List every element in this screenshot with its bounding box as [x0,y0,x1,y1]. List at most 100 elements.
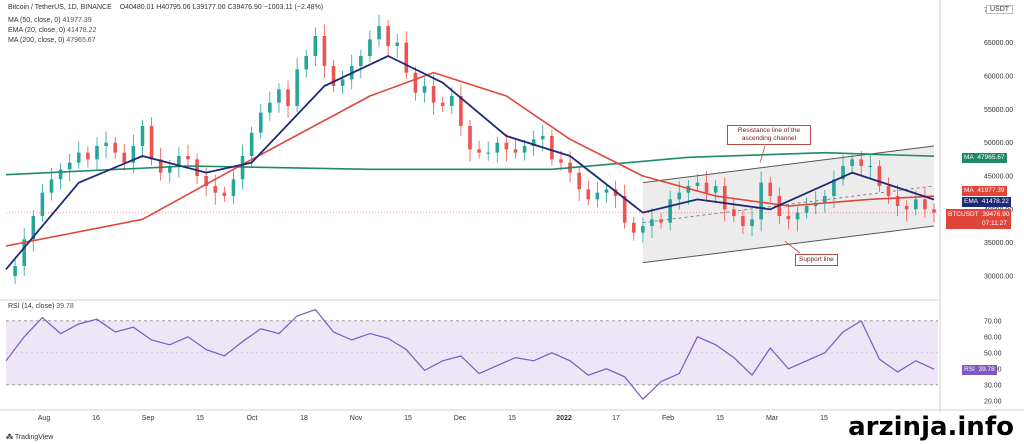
candle-body [377,26,381,40]
channel-midline [642,185,935,224]
candle-body [177,156,181,166]
candle-body [76,152,81,163]
candle-body [186,156,190,160]
indicator-legend-ma50[interactable]: MA (50, close, 0) 41977.39 [8,16,92,26]
candle-body [540,136,545,140]
indicator-legend-ma200[interactable]: MA (200, close, 0) 47965.67 [8,36,96,46]
candle-body [331,66,336,86]
candle-body [231,179,236,196]
legend-label: MA (200, close, 0) [8,37,65,44]
x-tick-label: Mar [766,415,779,422]
candle-body [741,216,745,226]
ma200-line [5,151,935,176]
candle-body [495,142,500,153]
ema20-badge: EMA 41478.22 [962,197,1011,207]
candle-body [149,126,154,160]
candle-body [932,209,936,213]
x-tick-label: Sep [142,415,155,422]
candle-body [304,56,309,70]
indicator-legend-ema20[interactable]: EMA (20, close, 0) 41478.22 [8,26,96,36]
candle-body [286,89,290,106]
candle-body [577,172,581,190]
candle-body [513,149,518,153]
candle-body [504,142,509,150]
x-tick-label: 15 [508,415,516,422]
ohlc-values: O40480.01 H40795.06 L39177.00 C39476.90 … [119,4,324,11]
y-tick-label: 45000.00 [984,174,1013,181]
legend-value: 41478.22 [67,27,97,34]
candle-body [650,219,654,226]
candle-body [631,222,636,233]
x-tick-label: Oct [247,415,258,422]
ma50-line [5,71,935,247]
y-tick-label: 30000.00 [984,274,1013,281]
candle-body [322,36,327,66]
x-tick-label: 17 [612,415,620,422]
candle-body [713,186,718,193]
x-tick-label: 16 [92,415,100,422]
ema20-line [5,55,935,270]
candle-body [268,102,272,113]
candle-body [368,39,372,56]
candle-body [104,142,108,146]
candle-body [404,42,409,73]
candle-body [395,42,400,46]
tradingview-brand[interactable]: ⁂ TradingView [6,433,53,441]
rsi-legend[interactable]: RSI (14, close) 39.78 [8,302,74,312]
symbol-title: Bitcoin / TetherUS, 1D, BINANCE [8,4,112,11]
candle-body [122,152,127,163]
candle-body [431,86,436,103]
candle-body [732,209,736,216]
candle-body [386,26,390,46]
candle-body [40,192,45,216]
support-annotation[interactable]: Support line [795,254,838,266]
rsi-tick-label: 30.00 [984,382,1002,389]
rsi-tick-label: 70.00 [984,318,1002,325]
resistance-line [642,145,935,184]
candle-body [595,192,600,200]
candle-body [868,166,873,167]
site-watermark: arzinja.info [844,412,1018,442]
candle-body [768,182,773,196]
candle-body [359,56,363,66]
candle-body [204,176,208,186]
last-price-badge: BTCUSDT 39476.90 07:11:27 [946,209,1012,229]
legend-label: MA (50, close, 0) [8,17,61,24]
x-tick-label: Feb [662,415,674,422]
candle-body [613,189,618,196]
candle-body [95,146,99,160]
y-tick-label: 50000.00 [984,140,1013,147]
candle-body [440,102,445,106]
candle-body [786,216,791,220]
candle-body [923,199,927,210]
candle-body [559,159,563,163]
legend-label: EMA (20, close, 0) [8,27,66,34]
candle-body [759,182,763,220]
currency-label[interactable]: USDT [986,5,1014,14]
y-tick-label: 35000.00 [984,240,1013,247]
candle-body [531,139,536,146]
legend-value: 41977.39 [62,17,92,24]
countdown-timer: 07:11:27 [982,220,1007,227]
candle-body [131,146,136,163]
resistance-annotation[interactable]: Resistance line of the ascending channel [727,125,811,145]
candle-body [249,132,254,156]
candle-body [477,149,481,153]
candle-body [886,186,891,196]
candle-body [841,166,845,180]
candle-body [641,226,645,233]
x-tick-label: Dec [454,415,467,422]
x-tick-label: 15 [716,415,724,422]
y-tick-label: 60000.00 [984,74,1013,81]
candle-body [668,199,672,223]
legend-value: 47965.67 [66,37,96,44]
candle-body [222,192,227,196]
support-pointer [784,241,801,254]
rsi-tick-label: 50.00 [984,350,1002,357]
candle-body [895,196,900,206]
tradingview-logo-icon: ⁂ [6,434,13,441]
candle-body [86,152,90,160]
candle-body [877,166,882,186]
candle-body [67,162,72,170]
